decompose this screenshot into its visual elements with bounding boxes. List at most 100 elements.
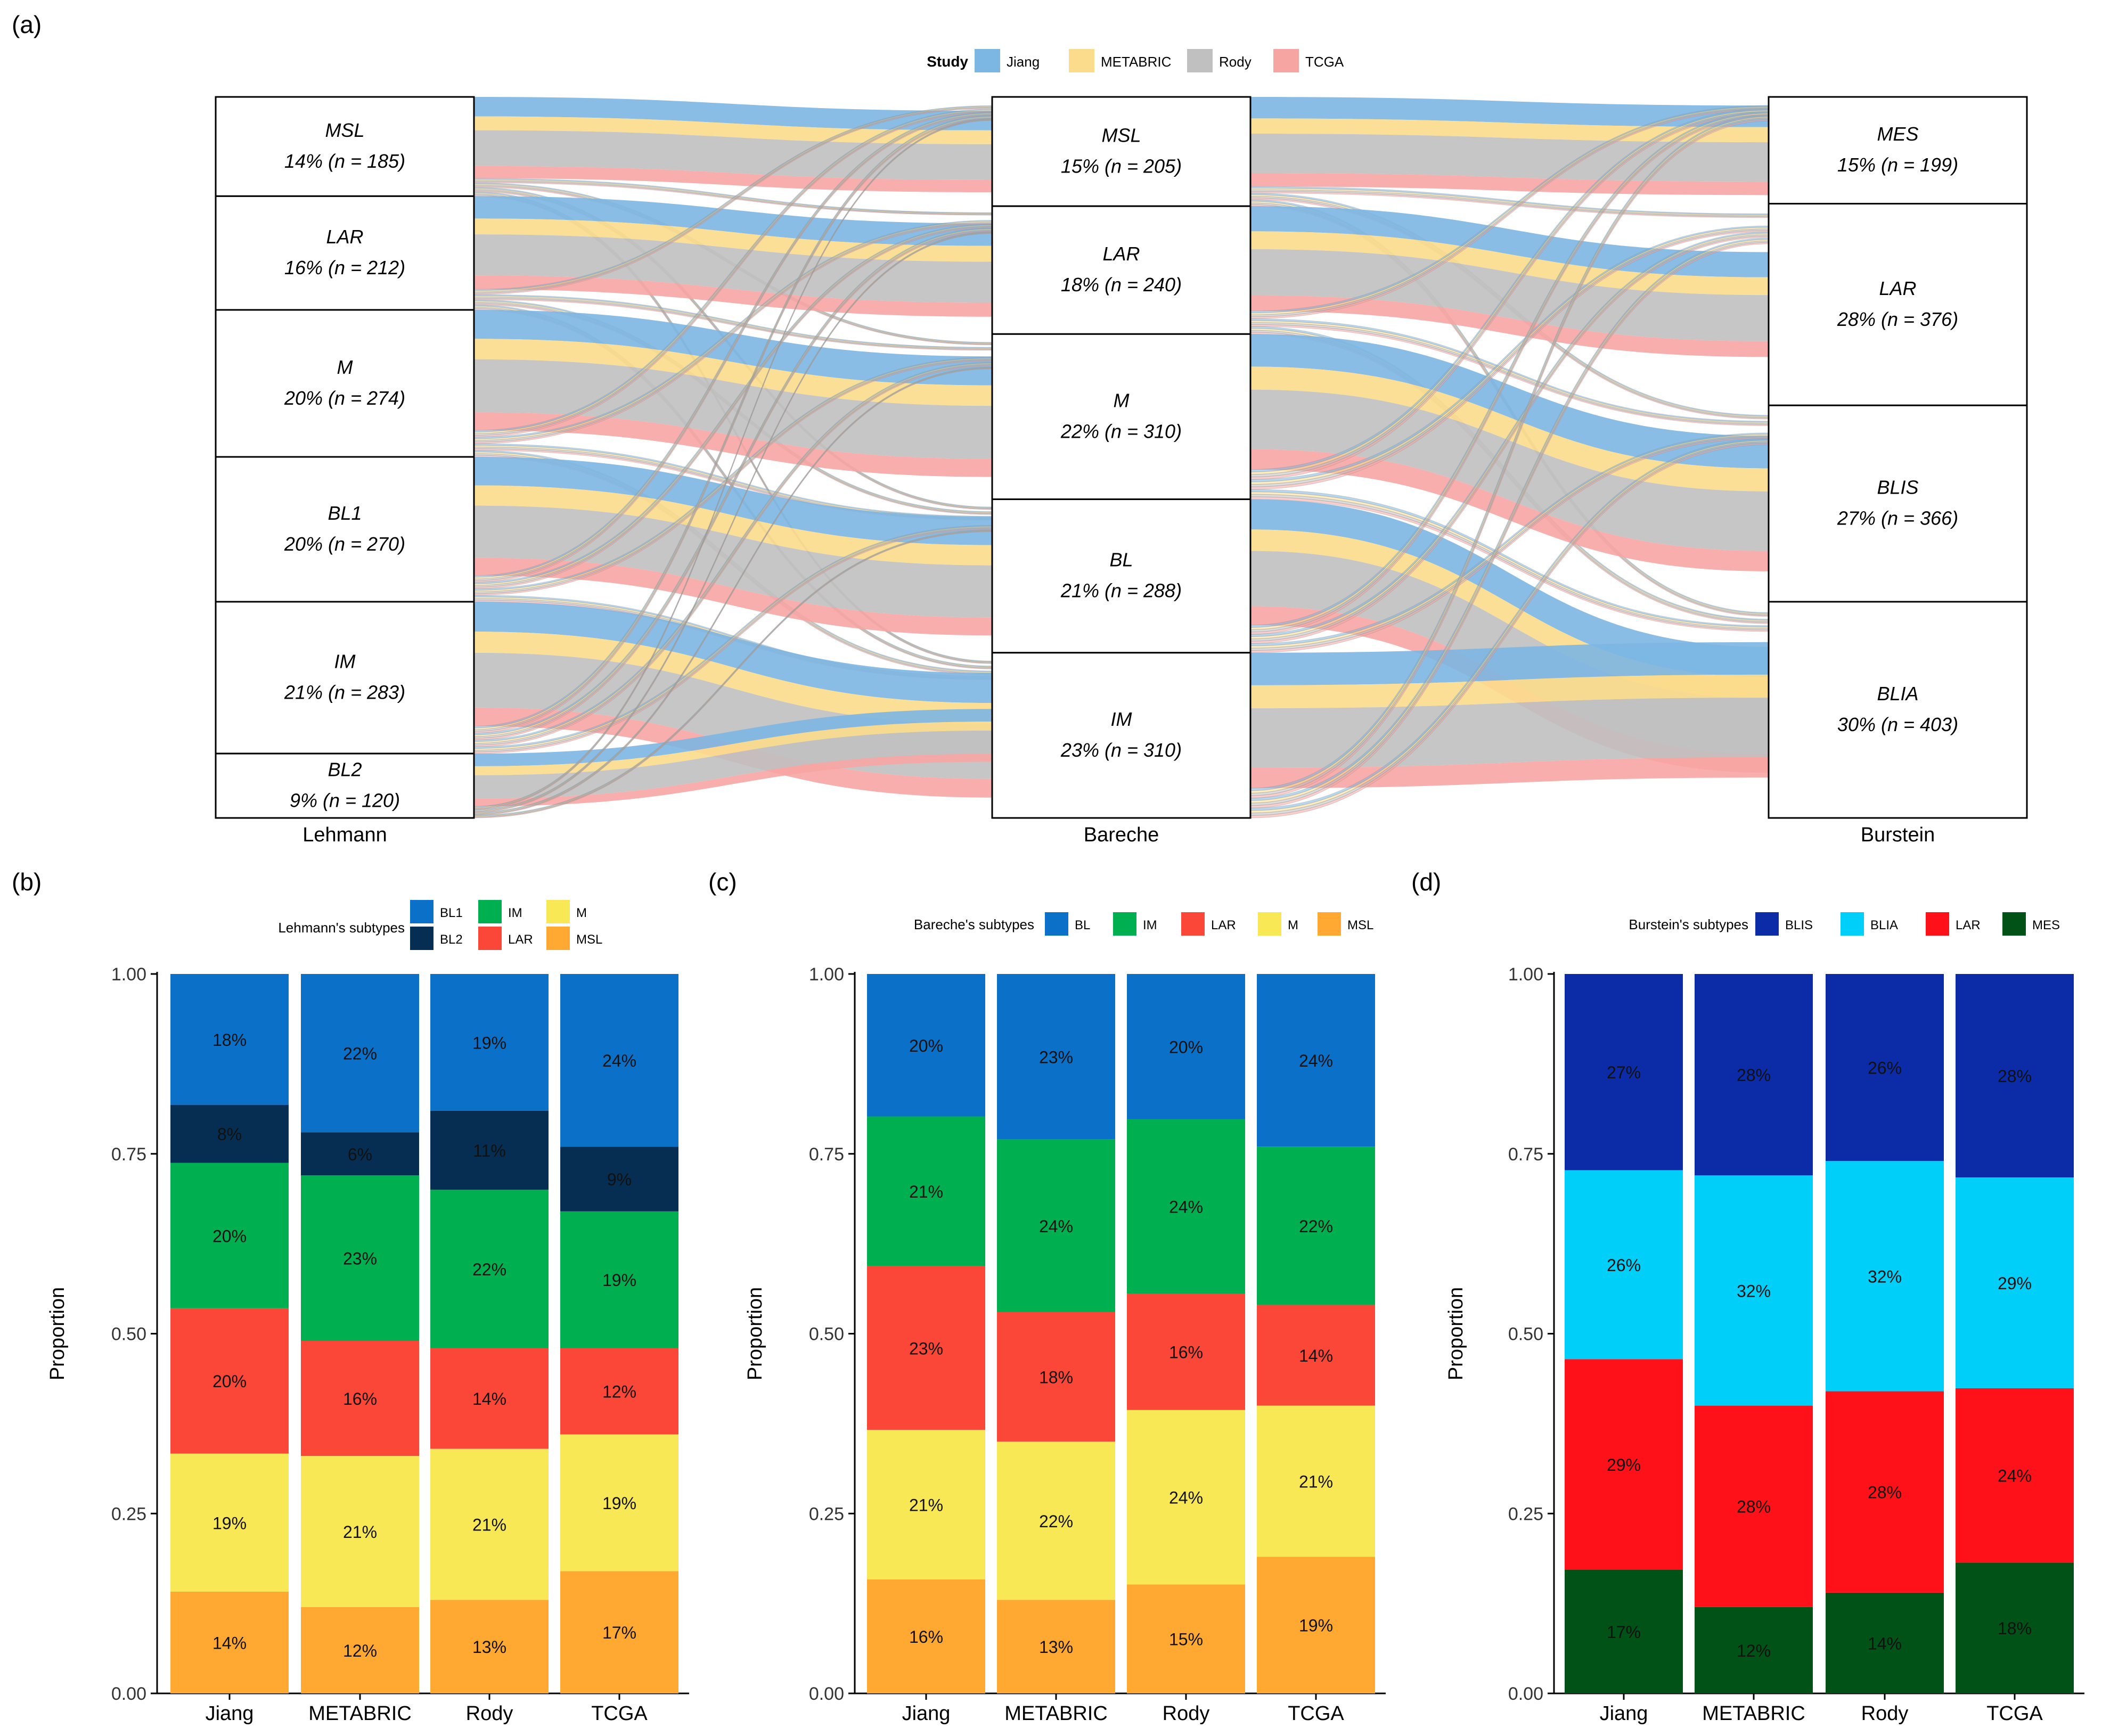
bar-rody: 13% 21% 14% 22% 11% 19% Rody [430, 974, 549, 1725]
legend-label-metabric: METABRIC [1101, 54, 1171, 70]
y-tick-label: 0.50 [809, 1324, 844, 1345]
node-count: 28% (n = 376) [1837, 308, 1958, 330]
bar-segment-blia [1956, 1177, 2074, 1388]
data-label: 12% [343, 1641, 377, 1660]
bar-segment-msl [301, 1607, 419, 1693]
node-label: M [337, 356, 353, 378]
node-count: 30% (n = 403) [1837, 714, 1958, 735]
bar-metabric: 12% 21% 16% 23% 6% 22% METABRIC [301, 974, 419, 1725]
node-count: 9% (n = 120) [290, 790, 400, 812]
data-label: 23% [1039, 1047, 1073, 1067]
node-bareche-m: M 22% (n = 310) [991, 333, 1252, 501]
node-lehmann-msl: MSL 14% (n = 185) [215, 96, 475, 197]
node-lehmann-lar: LAR 16% (n = 212) [215, 195, 475, 311]
bar-segment-lar [1956, 1388, 2074, 1563]
node-count: 27% (n = 366) [1837, 507, 1958, 529]
flow-band [474, 97, 992, 130]
legend-swatch-bl2 [410, 927, 434, 950]
panel-a-legend-title: Study [927, 53, 968, 70]
bar-segment-lar [1826, 1391, 1944, 1593]
bar-jiang: 16% 21% 23% 21% 20% Jiang [867, 974, 985, 1725]
bar-segment-lar [1257, 1305, 1375, 1406]
flow-band [1250, 97, 1769, 127]
data-label: 20% [212, 1226, 247, 1246]
bar-metabric: 12% 28% 32% 28% METABRIC [1695, 974, 1813, 1725]
legend-swatch-msl [546, 927, 570, 950]
node-box [215, 96, 475, 197]
node-label: LAR [326, 226, 363, 248]
data-label: 18% [1998, 1619, 2032, 1638]
data-label: 8% [217, 1125, 242, 1144]
data-label: 26% [1868, 1059, 1902, 1078]
bar-segment-bl [997, 974, 1115, 1140]
x-tick-label: Rody [1861, 1702, 1909, 1725]
node-box [991, 96, 1252, 207]
data-label: 14% [1299, 1346, 1333, 1365]
node-label: BL1 [328, 502, 362, 524]
bar-segment-bl1 [560, 974, 678, 1147]
bar-tcga: 17% 19% 12% 19% 9% 24% TCGA [560, 974, 678, 1725]
data-label: 24% [1299, 1051, 1333, 1070]
legend-label-bl: BL [1075, 918, 1090, 932]
data-label: 6% [348, 1145, 372, 1164]
bar-segment-mes [1565, 1570, 1683, 1693]
data-label: 19% [472, 1033, 506, 1052]
y-tick-label: 0.00 [111, 1684, 146, 1704]
y-tick-label: 0.50 [111, 1324, 146, 1345]
legend-swatch-metabric [1069, 49, 1094, 72]
legend-title: Lehmann's subtypes [278, 920, 405, 936]
legend: Bareche's subtypes BL IM LAR M MSL [914, 912, 1373, 936]
flow-band [1250, 529, 1769, 699]
x-tick-label: Rody [1163, 1702, 1210, 1725]
legend-swatch-msl [1318, 912, 1341, 936]
data-label: 24% [602, 1051, 636, 1070]
node-label: LAR [1102, 243, 1140, 265]
node-count: 15% (n = 205) [1061, 155, 1182, 177]
bar-segment-im [301, 1175, 419, 1341]
node-label: BL [1109, 549, 1133, 571]
bar-jiang: 17% 29% 26% 27% Jiang [1565, 974, 1683, 1725]
data-label: 24% [1039, 1217, 1073, 1236]
x-tick-label: Jiang [206, 1702, 254, 1725]
flow-band [1250, 334, 1769, 469]
legend-swatch-tcga [1273, 49, 1299, 72]
data-label: 18% [212, 1030, 247, 1050]
bar-segment-m [867, 1430, 985, 1579]
node-bareche-im: IM 23% (n = 310) [991, 652, 1252, 819]
x-tick-label: METABRIC [1004, 1702, 1108, 1725]
flow-band [1250, 206, 1769, 277]
y-tick-label: 0.25 [1508, 1504, 1543, 1524]
legend-label-lar: LAR [1211, 918, 1236, 932]
node-label: MSL [325, 119, 364, 141]
bar-segment-lar [170, 1308, 289, 1454]
bar-segment-bl2 [430, 1110, 549, 1190]
bar-segment-bl2 [301, 1132, 419, 1176]
y-tick-label: 0.75 [111, 1144, 146, 1165]
legend: Lehmann's subtypes BL1 IM M BL2 LAR MSL [278, 900, 602, 950]
data-label: 16% [1169, 1343, 1203, 1362]
node-label: IM [334, 651, 356, 673]
node-count: 23% (n = 310) [1060, 739, 1182, 761]
legend: Burstein's subtypes BLIS BLIA LAR MES [1629, 912, 2060, 936]
data-label: 17% [1607, 1623, 1641, 1642]
data-label: 23% [909, 1339, 943, 1358]
data-label: 32% [1737, 1281, 1771, 1300]
bar-segment-m [430, 1448, 549, 1600]
legend-label-m: M [1288, 918, 1298, 932]
bar-segment-msl [170, 1591, 289, 1693]
legend-label-m: M [576, 906, 587, 920]
legend-label-mes: MES [2032, 918, 2060, 932]
node-box [215, 601, 475, 755]
data-label: 14% [212, 1633, 247, 1652]
bar-segment-m [997, 1442, 1115, 1600]
y-tick-label: 0.25 [809, 1504, 844, 1524]
flow-band [1250, 389, 1769, 551]
bar-segment-im [1257, 1147, 1375, 1305]
data-label: 28% [1737, 1497, 1771, 1517]
data-label: 19% [212, 1513, 247, 1533]
x-tick-label: TCGA [591, 1702, 648, 1725]
data-label: 24% [1169, 1488, 1203, 1508]
y-tick-label: 0.25 [111, 1504, 146, 1524]
legend-label-lar: LAR [1956, 918, 1981, 932]
flow-band [1250, 449, 1769, 571]
